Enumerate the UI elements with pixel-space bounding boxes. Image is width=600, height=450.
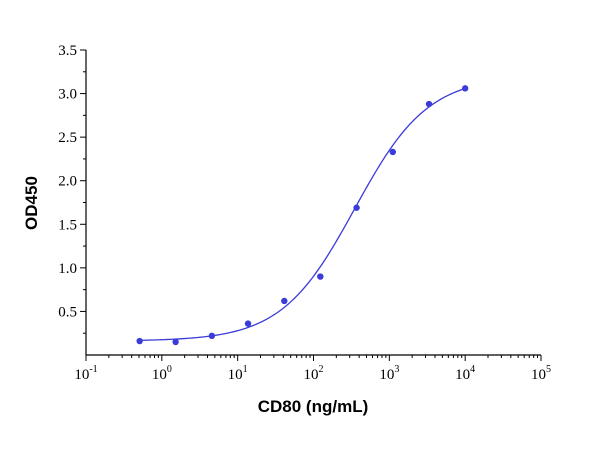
data-point xyxy=(461,85,469,92)
data-point xyxy=(317,273,324,280)
data-point xyxy=(244,320,252,327)
x-tick-exponent: 0 xyxy=(167,364,172,375)
y-axis-title: OD450 xyxy=(22,176,41,230)
x-tick-exponent: -1 xyxy=(89,364,97,375)
y-tick-label: 3.0 xyxy=(58,87,77,103)
y-tick-label: 1.0 xyxy=(58,261,77,277)
x-axis-title: CD80 (ng/mL) xyxy=(258,397,369,416)
x-tick-label: 103 xyxy=(379,364,399,383)
y-tick-label: 2.0 xyxy=(58,174,77,190)
plot-marks xyxy=(136,85,469,346)
x-tick-label: 100 xyxy=(152,364,172,383)
x-tick-base: 10 xyxy=(152,367,167,383)
x-tick-label: 104 xyxy=(455,364,475,383)
x-tick-exponent: 2 xyxy=(319,364,324,375)
x-tick-label: 101 xyxy=(228,364,248,383)
data-point xyxy=(425,100,433,108)
x-tick-base: 10 xyxy=(531,367,546,383)
fit-curve xyxy=(139,87,466,341)
y-axis: 0.5 1.0 1.5 2.0 2.5 3.0 3.5 xyxy=(58,43,87,355)
data-point xyxy=(172,338,179,346)
x-tick-exponent: 3 xyxy=(394,364,399,375)
data-point xyxy=(353,204,360,211)
x-tick-base: 10 xyxy=(304,367,319,383)
x-tick-exponent: 1 xyxy=(243,364,248,375)
data-point xyxy=(136,337,143,345)
y-tick-label: 1.5 xyxy=(58,217,77,233)
x-tick-label: 10-1 xyxy=(74,364,97,383)
x-tick-base: 10 xyxy=(74,367,89,383)
y-tick-label: 2.5 xyxy=(58,130,77,146)
x-tick-exponent: 4 xyxy=(470,364,475,375)
data-point xyxy=(281,297,288,305)
y-tick-label: 0.5 xyxy=(58,304,77,320)
data-point xyxy=(208,332,216,340)
x-tick-base: 10 xyxy=(379,367,394,383)
x-tick-base: 10 xyxy=(455,367,470,383)
x-tick-base: 10 xyxy=(228,367,243,383)
x-tick-label: 105 xyxy=(531,364,551,383)
x-tick-exponent: 5 xyxy=(546,364,551,375)
y-tick-label: 3.5 xyxy=(58,43,77,59)
x-tick-label: 102 xyxy=(304,364,324,383)
data-point xyxy=(389,148,396,156)
x-axis: 10-1 100 101 102 103 104 105 xyxy=(74,354,551,383)
